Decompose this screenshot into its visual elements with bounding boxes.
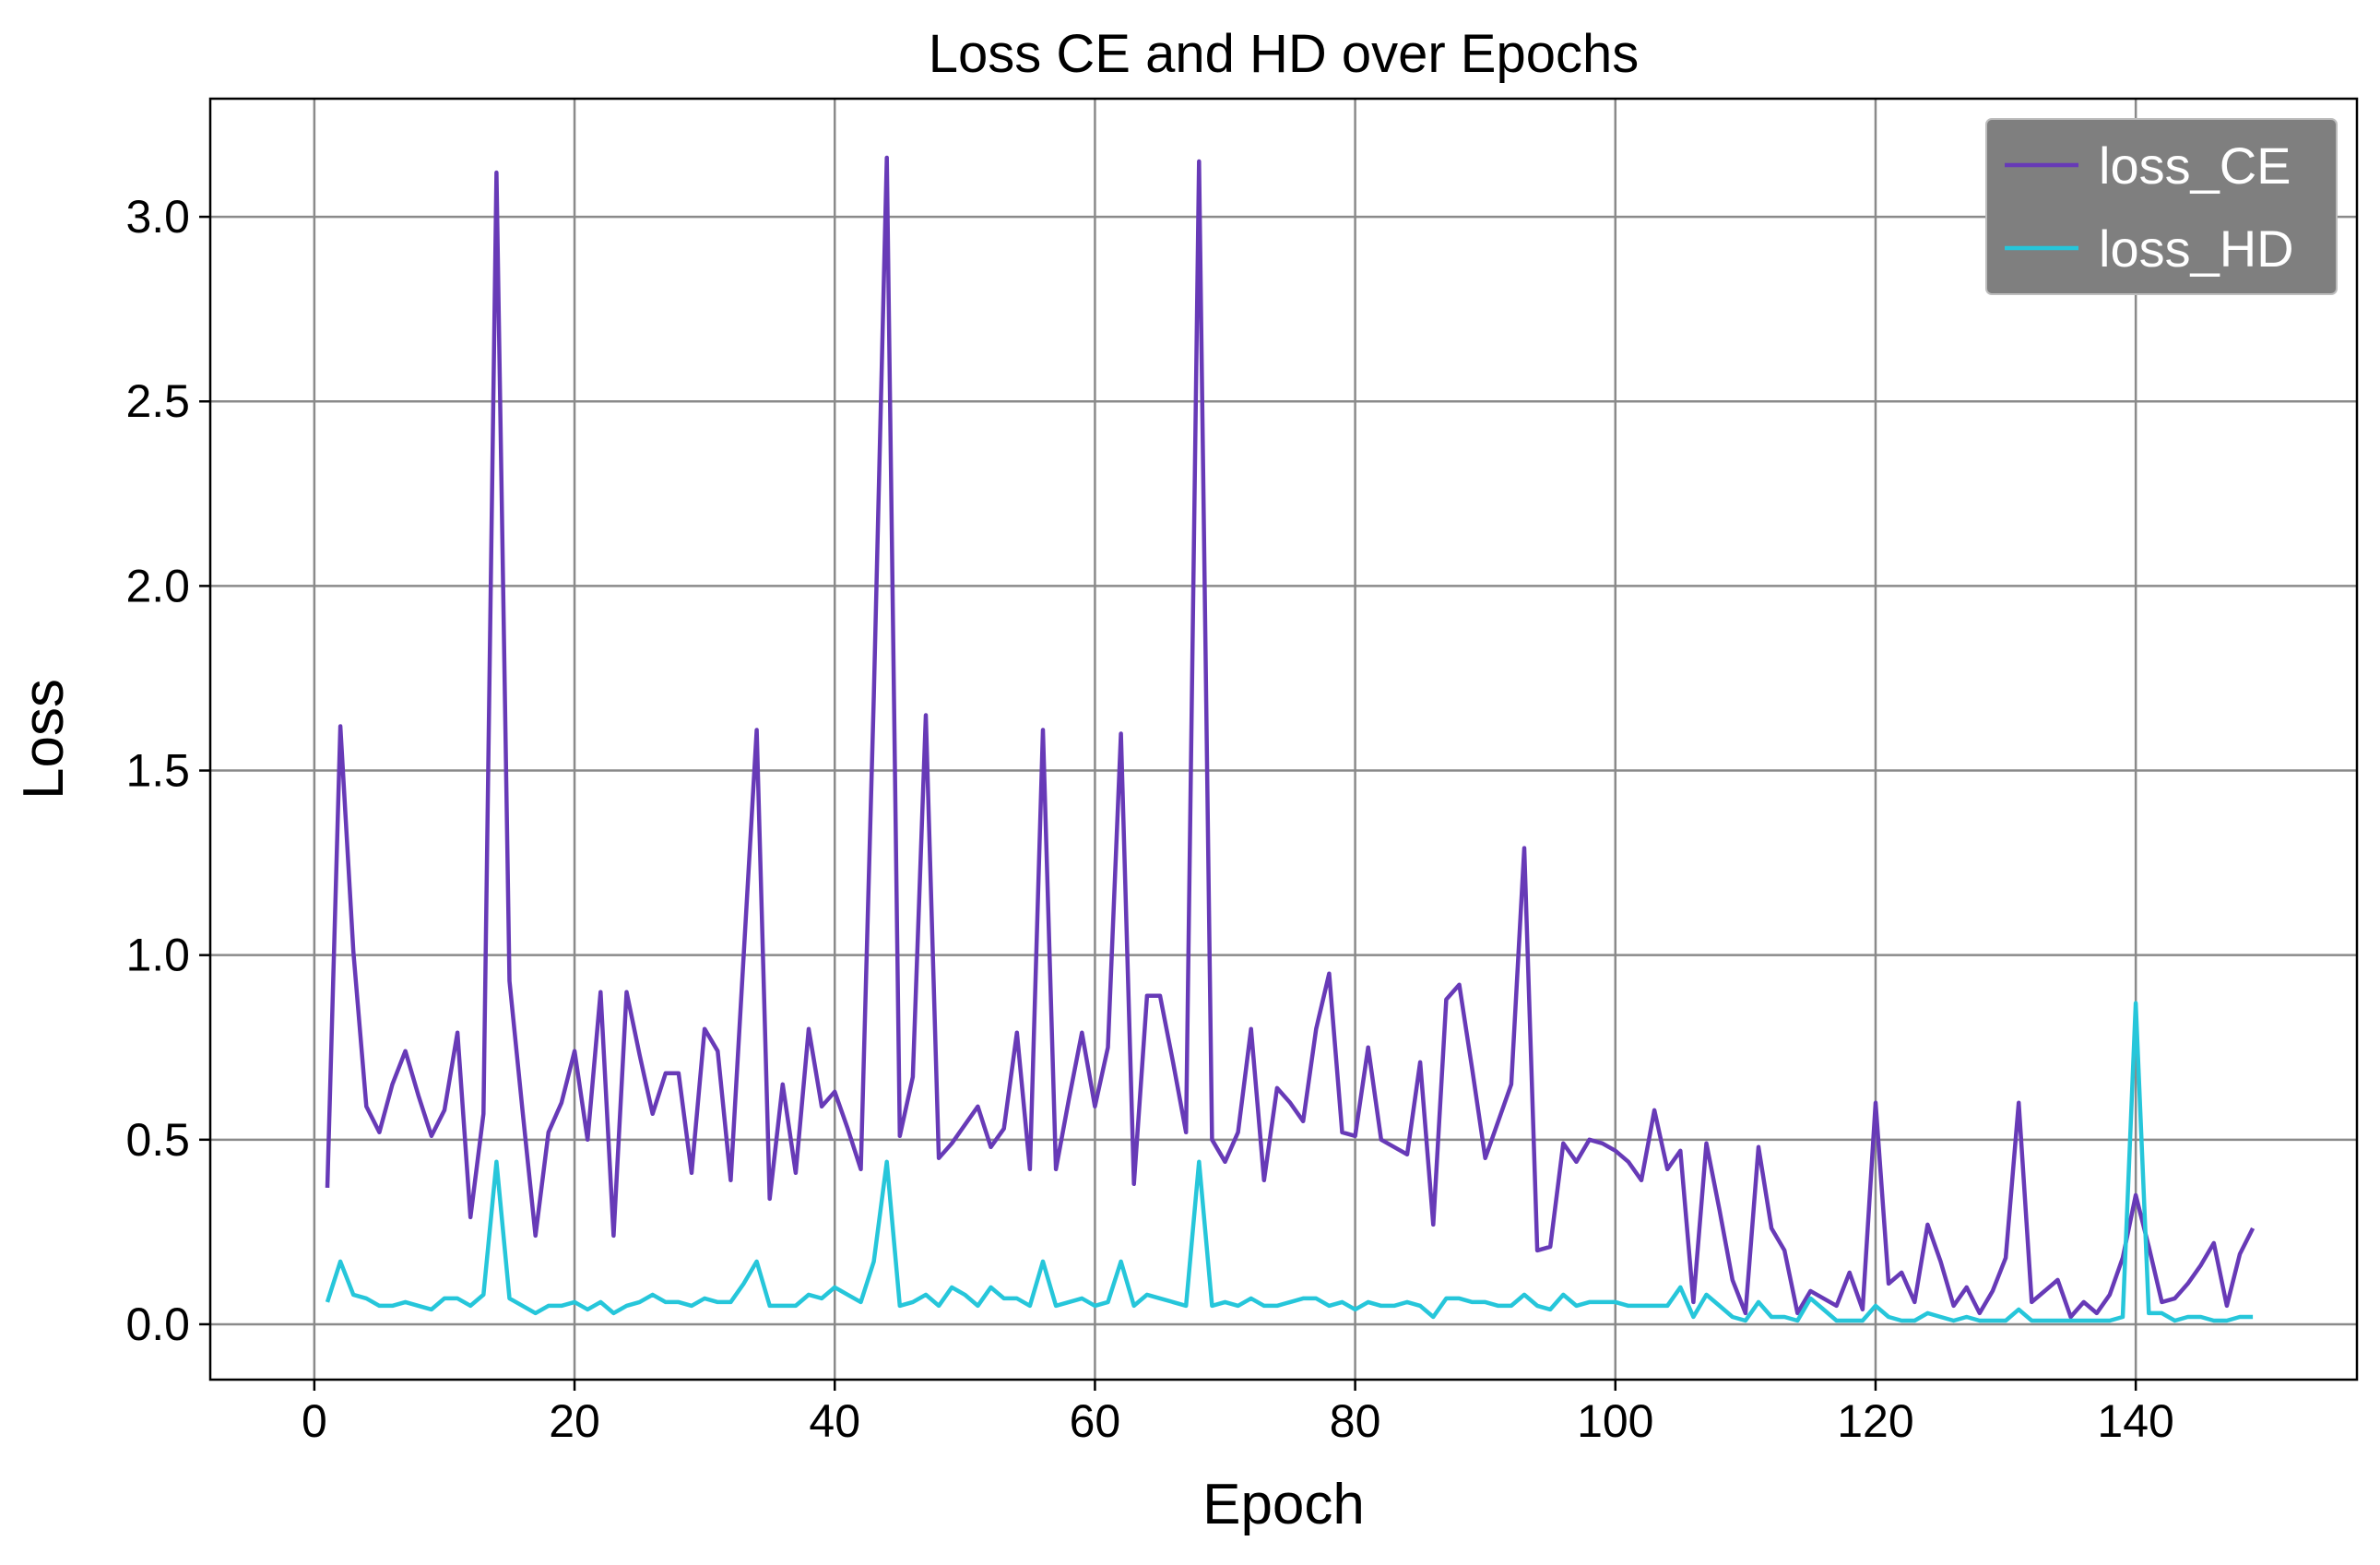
y-tick-label: 3.0 [125, 191, 190, 243]
legend-label-loss-hd: loss_HD [2099, 219, 2294, 278]
series-line-loss-hd [325, 1001, 2254, 1323]
y-tick-label: 0.0 [125, 1298, 190, 1350]
x-tick-label: 60 [1070, 1395, 1121, 1447]
x-tick-label: 120 [1837, 1395, 1913, 1447]
x-axis-label: Epoch [1202, 1473, 1365, 1536]
y-axis-label: Loss [12, 679, 76, 800]
y-tick-label: 0.5 [125, 1114, 190, 1166]
y-tick-label: 1.5 [125, 745, 190, 797]
x-tick-label: 100 [1577, 1395, 1653, 1447]
x-tick-label: 40 [809, 1395, 860, 1447]
chart-title: Loss CE and HD over Epochs [929, 24, 1639, 84]
legend-label-loss-ce: loss_CE [2099, 136, 2291, 195]
grid-lines [210, 99, 2357, 1380]
x-tick-label: 20 [549, 1395, 600, 1447]
y-tick-label: 2.5 [125, 375, 190, 427]
series-line-loss-ce [325, 155, 2256, 1320]
series-lines [325, 155, 2256, 1323]
legend-box [1985, 118, 2338, 295]
x-tick-label: 80 [1330, 1395, 1381, 1447]
y-tick-label: 1.0 [125, 930, 190, 981]
y-tick-label: 2.0 [125, 560, 190, 611]
plot-frame [208, 97, 2359, 1381]
axis-ticks: 0 20 40 60 80 100 120 140 0.0 0.5 1.0 1.5 2.0 2.5 3.0 [125, 191, 2173, 1447]
x-tick-label: 140 [2097, 1395, 2173, 1447]
legend: loss_CE loss_HD [1985, 118, 2338, 295]
x-tick-label: 0 [302, 1395, 327, 1447]
